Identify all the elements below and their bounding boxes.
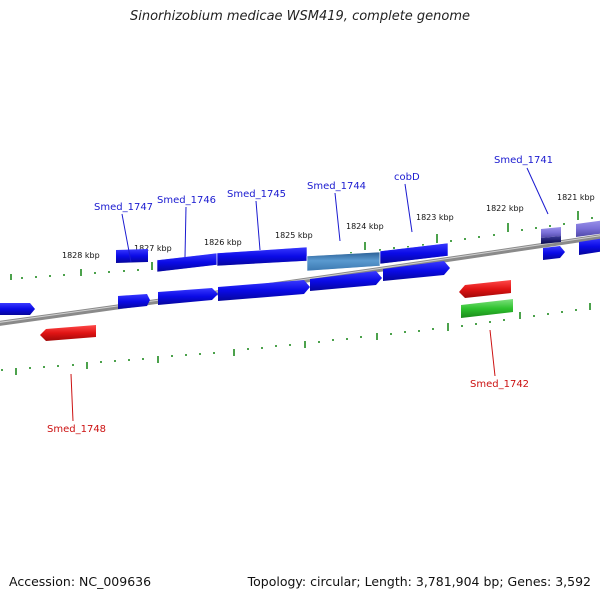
gene-smed-1745-arrow[interactable] (218, 280, 310, 301)
gene-smed-1744-top[interactable] (306, 251, 381, 272)
reverse-scale-ticks (1, 303, 591, 375)
gene-label-smed-1744[interactable]: Smed_1744 (307, 181, 366, 192)
gene-smed-1744-arrow[interactable] (310, 271, 382, 291)
leader-smed-1748 (70, 373, 74, 422)
gene-smed-1741-mid[interactable] (541, 236, 561, 244)
leader-smed-1744 (334, 192, 341, 242)
gene-smed-1748[interactable] (40, 325, 96, 341)
leader-cobd (404, 183, 413, 233)
forward-scale-ticks (10, 211, 593, 280)
gene-edge-right[interactable] (579, 238, 600, 255)
gene-smed-1742-rna[interactable] (461, 299, 513, 318)
scale-label-1824: 1824 kbp (346, 222, 384, 231)
leader-smed-1741 (526, 167, 549, 215)
gene-label-smed-1746[interactable]: Smed_1746 (157, 195, 216, 206)
gene-smed-1745-top[interactable] (216, 246, 308, 267)
gene-edge-top-right[interactable] (576, 220, 600, 237)
gene-smed-1746-top[interactable] (156, 252, 218, 273)
genome-backbone-highlight (0, 235, 600, 323)
gene-smed-1741-top[interactable] (541, 227, 561, 238)
scale-label-1828: 1828 kbp (62, 251, 100, 260)
genome-summary-label: Topology: circular; Length: 3,781,904 bp… (247, 574, 591, 589)
reverse-genes (40, 280, 513, 341)
gene-smed-1747-top[interactable] (116, 249, 148, 263)
gene-edge-left[interactable] (0, 303, 35, 315)
gene-label-smed-1748[interactable]: Smed_1748 (47, 424, 106, 435)
scale-label-1822: 1822 kbp (486, 204, 524, 213)
gene-cobd-arrow[interactable] (383, 261, 450, 281)
leader-smed-1747 (121, 213, 132, 263)
gene-label-smed-1741[interactable]: Smed_1741 (494, 155, 553, 166)
gene-label-smed-1742[interactable]: Smed_1742 (470, 379, 529, 390)
scale-label-1827: 1827 kbp (134, 244, 172, 253)
leader-smed-1742 (489, 329, 496, 377)
forward-genes-bottom-row (0, 238, 600, 315)
gene-label-smed-1745[interactable]: Smed_1745 (227, 189, 286, 200)
gene-smed-1746-arrow[interactable] (158, 288, 218, 305)
gene-smed-1742[interactable] (459, 280, 511, 298)
scale-label-1823: 1823 kbp (416, 213, 454, 222)
accession-label: Accession: NC_009636 (9, 574, 152, 589)
leader-smed-1746 (184, 206, 187, 258)
gene-smed-1747-arrow[interactable] (118, 294, 150, 309)
scale-label-1825: 1825 kbp (275, 231, 313, 240)
gene-label-cobd[interactable]: cobD (394, 172, 420, 183)
gene-smed-1741-arrow[interactable] (543, 246, 565, 260)
label-leaders (70, 167, 549, 422)
forward-genes-top-row (116, 220, 600, 273)
gene-cobd-top[interactable] (379, 242, 449, 265)
genome-title: Sinorhizobium medicae WSM419, complete g… (129, 9, 471, 24)
leader-smed-1745 (255, 200, 261, 251)
gene-label-smed-1747[interactable]: Smed_1747 (94, 202, 153, 213)
scale-label-1821: 1821 kbp (557, 193, 595, 202)
scale-label-1826: 1826 kbp (204, 238, 242, 247)
